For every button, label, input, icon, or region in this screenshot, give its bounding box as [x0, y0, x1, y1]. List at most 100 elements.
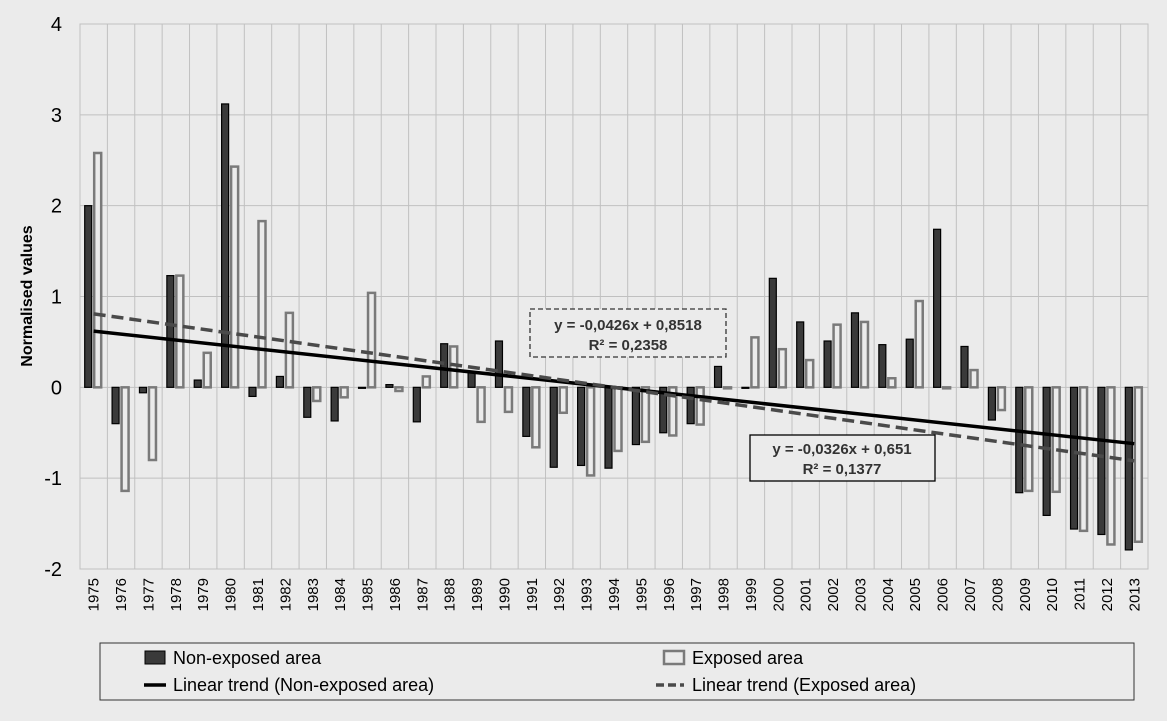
- bar-nonexposed: [494, 340, 504, 388]
- bar-exposed: [1078, 386, 1089, 533]
- y-tick-label: 1: [51, 287, 62, 309]
- trend-line-exposed: [93, 312, 1135, 463]
- bar-exposed: [366, 291, 377, 389]
- bar-nonexposed: [522, 386, 531, 437]
- bar-nonexposed: [303, 386, 312, 418]
- legend-label-exposed: Exposed area: [692, 648, 804, 668]
- equation-box-exposed: y = -0,0426x + 0,8518 R² = 0,2358: [529, 308, 727, 358]
- bar-nonexposed: [823, 340, 832, 388]
- x-tick-label: 2005: [907, 578, 924, 611]
- bar-nonexposed: [248, 386, 257, 398]
- x-tick-label: 1997: [688, 578, 705, 611]
- x-tick-label: 2008: [989, 578, 1006, 611]
- equation-nonexposed: y = -0,0326x + 0,651: [772, 441, 911, 458]
- bar-nonexposed: [138, 386, 148, 394]
- x-tick-label: 2006: [935, 578, 952, 611]
- bar-exposed: [613, 386, 623, 453]
- bar-exposed: [448, 345, 459, 389]
- x-tick-label: 2010: [1044, 578, 1061, 611]
- bar-nonexposed: [1069, 386, 1079, 530]
- x-tick-label: 1995: [633, 578, 650, 611]
- r2-nonexposed: R² = 0,1377: [803, 461, 882, 478]
- x-tick-label: 1981: [250, 578, 267, 611]
- bar-exposed: [777, 347, 788, 389]
- bar-nonexposed: [1097, 386, 1106, 536]
- y-tick-label: 2: [51, 196, 62, 218]
- x-tick-label: 2004: [880, 578, 897, 611]
- y-axis-label: Normalised values: [19, 225, 36, 367]
- bars: [84, 103, 1144, 551]
- bar-nonexposed: [385, 384, 394, 388]
- bar-exposed: [421, 375, 432, 389]
- bar-exposed: [941, 386, 952, 390]
- bar-exposed: [257, 219, 267, 389]
- bar-exposed: [695, 386, 705, 426]
- x-tick-label: 2011: [1072, 578, 1089, 610]
- bar-exposed: [92, 151, 103, 389]
- x-tick-label: 1987: [414, 578, 431, 611]
- bar-exposed: [503, 386, 514, 414]
- bar-exposed: [312, 386, 322, 403]
- bar-nonexposed: [166, 275, 175, 388]
- bar-nonexposed: [193, 379, 202, 388]
- legend-label-nonexposed: Non-exposed area: [173, 648, 322, 668]
- bar-nonexposed: [221, 103, 230, 388]
- bar-nonexposed: [850, 312, 860, 388]
- bar-nonexposed: [659, 386, 668, 434]
- bar-exposed: [202, 351, 212, 389]
- x-tick-label: 2002: [825, 578, 842, 611]
- r2-exposed: R² = 0,2358: [589, 337, 668, 354]
- gridlines: [79, 23, 1149, 570]
- y-tick-label: -1: [44, 468, 62, 490]
- bar-nonexposed: [467, 371, 476, 388]
- legend-frame: [99, 642, 1135, 701]
- bar-exposed: [531, 386, 541, 449]
- bar-nonexposed: [111, 386, 120, 425]
- x-tick-label: 1993: [579, 578, 596, 611]
- x-tick-label: 1996: [661, 578, 678, 611]
- x-tick-label: 1979: [195, 578, 212, 611]
- x-tick-label: 1977: [140, 578, 157, 611]
- bar-exposed: [558, 386, 568, 415]
- bar-exposed: [668, 386, 678, 437]
- bar-nonexposed: [1042, 386, 1051, 517]
- x-tick-label: 2012: [1099, 578, 1116, 611]
- x-tick-label: 1986: [387, 578, 404, 611]
- legend-label-trend-nonexposed: Linear trend (Non-exposed area): [173, 675, 434, 695]
- bar-nonexposed: [905, 338, 914, 388]
- bar-nonexposed: [1124, 386, 1133, 551]
- bar-nonexposed: [987, 386, 996, 421]
- bar-nonexposed: [686, 386, 695, 425]
- legend-label-trend-exposed: Linear trend (Exposed area): [692, 675, 916, 695]
- y-tick-label: 3: [51, 105, 62, 127]
- bar-exposed: [394, 386, 404, 393]
- y-axis: -2 -1 0 1 2 3 4: [44, 14, 62, 581]
- bar-exposed: [1051, 386, 1061, 494]
- trend-lines: [93, 312, 1135, 463]
- bar-nonexposed: [84, 205, 93, 388]
- bar-nonexposed: [878, 344, 887, 388]
- legend: Non-exposed area Exposed area Linear tre…: [99, 642, 1135, 701]
- x-tick-label: 1983: [305, 578, 322, 611]
- x-tick-label: 1975: [86, 578, 103, 611]
- y-tick-label: -2: [44, 559, 62, 581]
- bar-nonexposed: [796, 321, 805, 388]
- bar-nonexposed: [604, 386, 613, 469]
- bar-exposed: [969, 368, 979, 389]
- y-tick-label: 0: [51, 377, 62, 399]
- x-tick-label: 2009: [1017, 578, 1034, 611]
- x-tick-label: 1980: [223, 578, 240, 611]
- x-tick-label: 2013: [1126, 578, 1143, 611]
- bar-exposed: [832, 323, 842, 389]
- x-tick-label: 1982: [277, 578, 294, 611]
- equation-box-nonexposed: y = -0,0326x + 0,651 R² = 0,1377: [749, 434, 936, 482]
- bar-exposed: [804, 358, 815, 389]
- x-tick-label: 2000: [770, 578, 787, 611]
- x-tick-label: 1992: [551, 578, 568, 611]
- bar-exposed: [914, 299, 924, 389]
- bar-nonexposed: [960, 345, 969, 388]
- x-tick-label: 1994: [606, 578, 623, 611]
- bar-exposed: [640, 386, 651, 444]
- bar-exposed: [1024, 386, 1034, 493]
